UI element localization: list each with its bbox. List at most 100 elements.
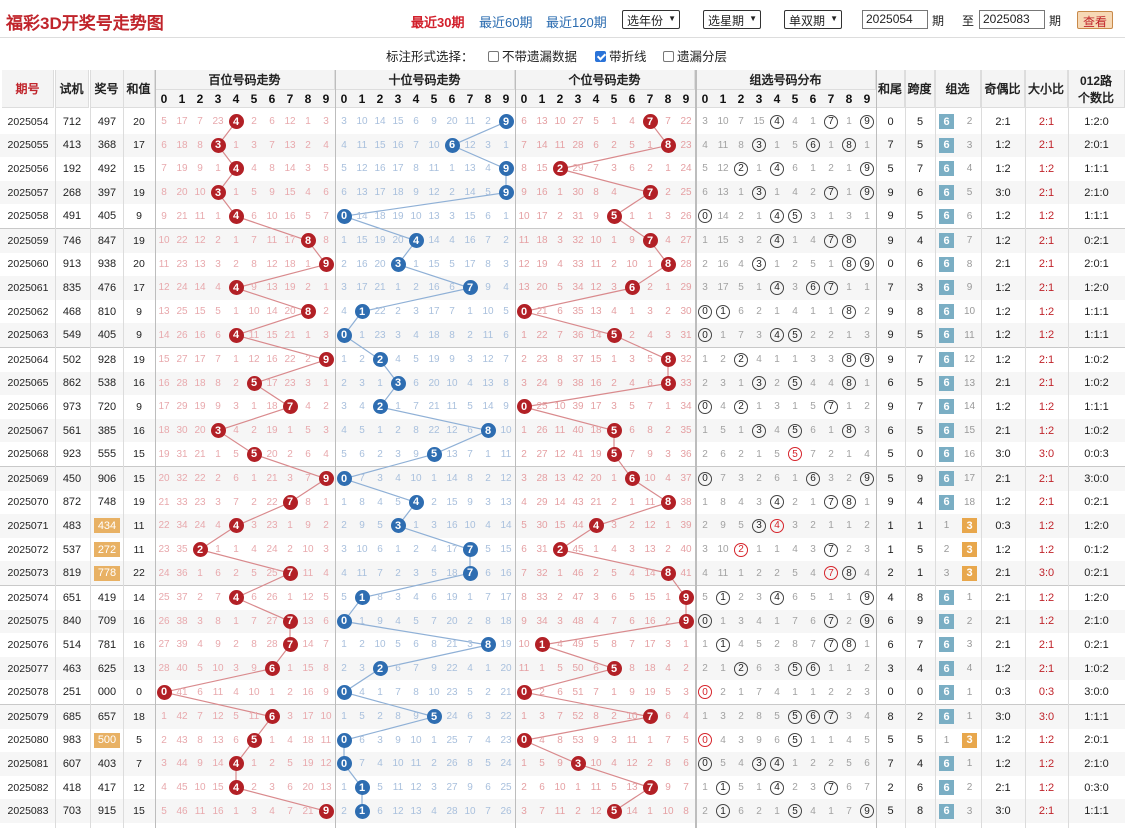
query-button[interactable]: 查看 (1077, 11, 1114, 29)
hundreds-ball: 8 (300, 304, 316, 320)
option-omission-layer[interactable]: 遗漏分层 (663, 46, 727, 65)
link-recent-120[interactable]: 最近120期 (546, 15, 607, 30)
group3-omission: 14 (963, 401, 976, 413)
group-omission-cell: 2 (810, 187, 816, 199)
zone-divider (695, 70, 696, 828)
trial-cell: 819 (62, 567, 82, 580)
group-ring: 3 (752, 185, 766, 200)
units-omission-cell: 11 (518, 235, 530, 247)
units-omission-cell (623, 181, 641, 205)
parity-select[interactable]: 单双期 (784, 10, 843, 29)
tens-omission-cell: 2 (503, 235, 509, 247)
group-hit-cell: 2 (732, 157, 750, 181)
group3-omission: 2 (966, 116, 973, 128)
issue-cell: 2025076 (7, 638, 49, 651)
option-no-omission[interactable]: 不带遗漏数据 (488, 46, 577, 65)
group-omission-cell: 4 (738, 496, 744, 508)
header-digit: 8 (840, 90, 858, 108)
to-issue-input[interactable]: 2025083 (979, 10, 1045, 29)
checkbox-omission-layer[interactable] (663, 51, 674, 62)
tens-omission-cell: 5 (485, 758, 491, 770)
group-omission-cell: 2 (846, 544, 852, 556)
tail-cell: 1 (887, 543, 894, 556)
group-hit-cell: 8 (840, 491, 858, 515)
tens-omission-cell: 18 (446, 567, 458, 579)
group-ring: 6 (806, 661, 820, 676)
units-ball: 2 (552, 161, 568, 177)
group-ring: 5 (788, 376, 802, 391)
units-omission-cell: 2 (683, 663, 689, 675)
units-ball: 1 (534, 637, 550, 653)
tens-omission-cell: 5 (413, 615, 419, 627)
group-omission-cell: 1 (738, 377, 744, 389)
link-recent-60[interactable]: 最近60期 (479, 15, 533, 30)
units-omission-cell: 16 (644, 615, 656, 627)
group6-cell: 6 (935, 442, 958, 466)
hundreds-omission-cell: 8 (215, 615, 221, 627)
odd-even-cell: 1:2 (995, 281, 1011, 294)
sum-cell: 9 (136, 329, 142, 342)
header-digit: 9 (677, 90, 695, 108)
weekday-select[interactable]: 选星期 (703, 10, 762, 29)
group-omission-cell: 11 (717, 567, 729, 579)
tens-omission-cell: 3 (431, 520, 437, 532)
group-omission-cell: 6 (774, 473, 780, 485)
hundreds-omission-cell: 3 (215, 258, 221, 270)
group-omission-cell: 5 (720, 425, 726, 437)
group3-cell: 3 (958, 729, 981, 753)
hundreds-omission-cell: 19 (176, 163, 188, 175)
tens-omission-cell: 5 (449, 258, 455, 270)
route-cell: 0:2:1 (1084, 234, 1109, 247)
hundreds-ball: 4 (228, 161, 244, 177)
checkbox-no-omission[interactable] (488, 51, 499, 62)
tens-omission-cell: 7 (359, 758, 365, 770)
hundreds-omission-cell: 10 (248, 686, 260, 698)
group-omission-cell: 5 (774, 711, 780, 723)
hundreds-omission-cell: 15 (302, 663, 314, 675)
issue-cell: 2025081 (7, 757, 49, 770)
header-issue[interactable]: 期号 (2, 70, 54, 108)
units-omission-cell: 2 (629, 520, 635, 532)
option-with-line[interactable]: 带折线 (595, 46, 647, 65)
group6-tag: 6 (939, 208, 954, 224)
units-omission-cell: 26 (536, 425, 548, 437)
group6-cell: 6 (935, 253, 958, 277)
group-ring: 4 (770, 233, 784, 248)
trial-cell: 746 (62, 234, 82, 247)
year-select[interactable]: 选年份 (622, 10, 681, 29)
hundreds-omission-cell: 3 (197, 615, 203, 627)
units-omission-cell: 7 (521, 567, 527, 579)
group-omission-cell: 3 (864, 686, 870, 698)
link-recent-30[interactable]: 最近30期 (411, 15, 465, 30)
units-omission-cell: 7 (557, 329, 563, 341)
group-omission-cell: 6 (720, 448, 726, 460)
units-omission-cell: 1 (665, 163, 671, 175)
group6-tag: 6 (939, 803, 954, 819)
span-cell: 9 (916, 615, 924, 628)
hundreds-hit-cell: 4 (227, 204, 245, 228)
issue-cell: 2025073 (7, 567, 49, 580)
units-ball: 8 (660, 352, 676, 368)
tens-omission-cell: 1 (431, 473, 437, 485)
units-omission-cell: 8 (665, 758, 671, 770)
checkbox-with-line[interactable] (595, 51, 606, 62)
tens-ball: 0 (336, 471, 352, 487)
trial-cell: 450 (62, 472, 82, 485)
prize-cell: 405 (97, 329, 117, 342)
span-cell: 4 (916, 757, 924, 770)
hundreds-omission-cell: 5 (305, 425, 311, 437)
units-omission-cell: 10 (662, 805, 674, 817)
hundreds-omission-cell: 14 (212, 758, 224, 770)
units-omission-cell: 10 (518, 639, 530, 651)
tens-omission-cell: 16 (356, 258, 368, 270)
tail-cell: 4 (887, 591, 894, 604)
header-digit: 3 (569, 90, 587, 108)
tens-omission-cell: 18 (500, 615, 512, 627)
from-issue-input[interactable]: 2025054 (862, 10, 928, 29)
group-omission-cell: 10 (717, 116, 729, 128)
group-hit-cell: 6 (804, 276, 822, 300)
units-omission-cell: 7 (557, 711, 563, 723)
group-omission-cell: 4 (756, 354, 762, 366)
units-omission-cell: 12 (626, 758, 638, 770)
group-hit-cell: 3 (750, 253, 768, 277)
